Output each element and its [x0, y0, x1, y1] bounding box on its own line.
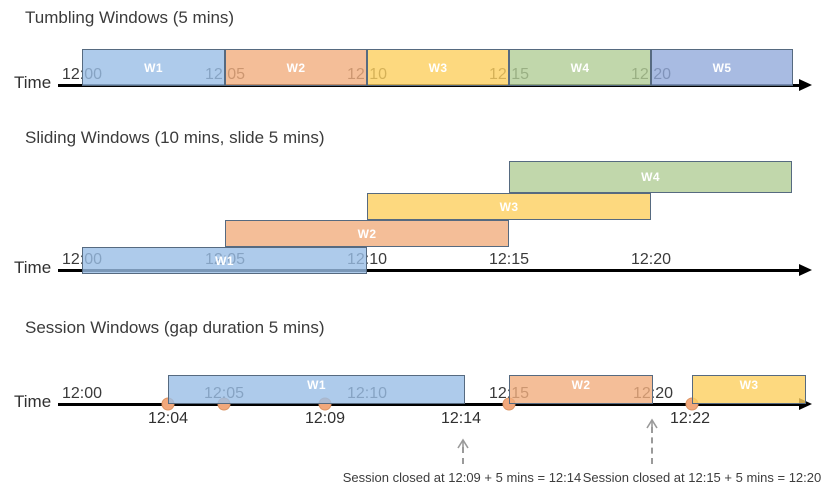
section-title-session: Session Windows (gap duration 5 mins): [25, 318, 325, 337]
time-axis-session: [58, 403, 799, 406]
time-axis-label-sliding: Time: [14, 258, 52, 277]
section-title-tumbling: Tumbling Windows (5 mins): [25, 8, 235, 27]
callout-arrow-up-icon: [456, 436, 470, 454]
window-label: W1: [215, 253, 234, 268]
window-box-w1: W1: [82, 247, 367, 274]
window-box-w3: W3: [367, 193, 651, 220]
session-closed-callout-text-2: Session closed at 12:15 + 5 mins = 12:20: [582, 470, 822, 485]
callout-arrow-line: [462, 447, 464, 464]
window-label: W1: [144, 60, 163, 75]
axis-arrowhead-icon: [799, 79, 812, 92]
event-time-label: 12:09: [304, 410, 346, 427]
callout-arrow-up-icon: [645, 416, 659, 434]
window-label: W3: [428, 60, 448, 75]
window-box-w4: W4: [509, 161, 792, 193]
window-box-w2: W2: [225, 49, 367, 86]
window-box-w1: W1: [82, 49, 225, 86]
tick-label-sliding: 12:20: [630, 251, 672, 268]
time-axis-sliding: [58, 269, 799, 272]
window-label: W1: [307, 378, 326, 392]
window-label: W2: [286, 60, 306, 75]
window-label: W5: [712, 60, 732, 75]
callout-arrow-line: [651, 427, 653, 464]
event-time-label: 12:04: [147, 410, 189, 427]
window-box-w1: W1: [168, 375, 465, 404]
window-box-w3: W3: [367, 49, 509, 86]
tick-label-session: 12:00: [61, 385, 103, 402]
window-box-w2: W2: [509, 375, 653, 404]
time-axis-label-tumbling: Time: [14, 73, 52, 92]
window-box-w3: W3: [692, 375, 806, 404]
window-label: W4: [641, 170, 660, 184]
section-title-sliding: Sliding Windows (10 mins, slide 5 mins): [25, 128, 325, 147]
window-label: W3: [739, 378, 759, 392]
session-closed-callout-text-1: Session closed at 12:09 + 5 mins = 12:14: [342, 470, 582, 485]
tick-label-sliding: 12:15: [488, 251, 530, 268]
event-time-label: 12:22: [669, 410, 711, 427]
event-time-label: 12:14: [440, 410, 482, 427]
window-label: W3: [499, 199, 519, 214]
window-label: W2: [357, 226, 377, 241]
window-label: W2: [571, 378, 591, 392]
window-label: W4: [570, 60, 590, 75]
window-box-w2: W2: [225, 220, 509, 247]
window-box-w4: W4: [509, 49, 651, 86]
axis-arrowhead-icon: [799, 264, 812, 277]
window-box-w5: W5: [651, 49, 793, 86]
time-axis-label-session: Time: [14, 392, 52, 411]
